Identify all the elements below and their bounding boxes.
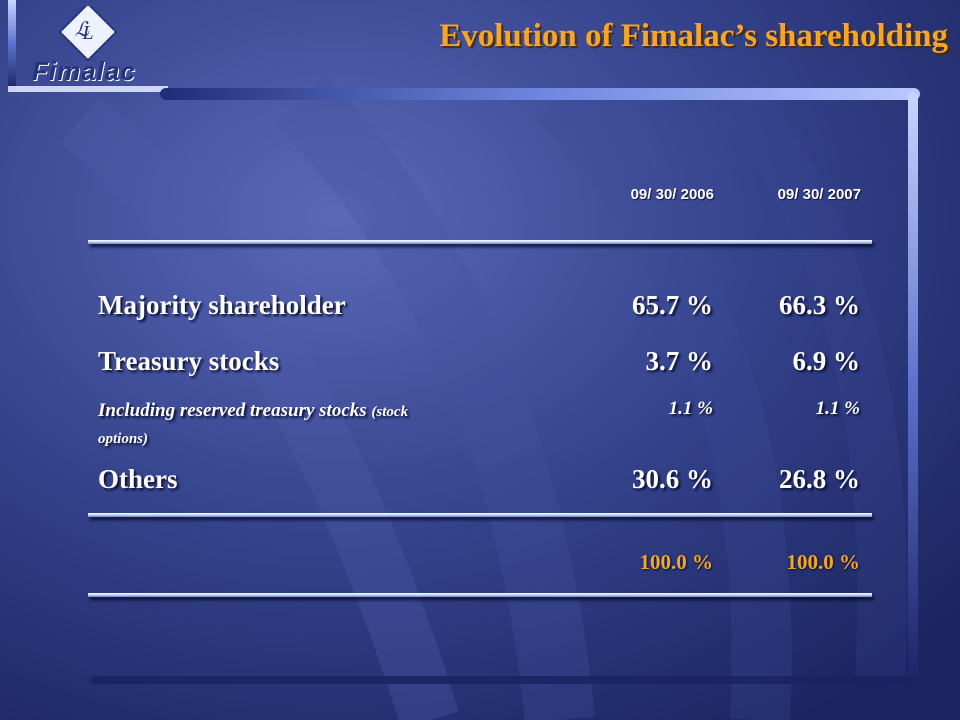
total-2007: 100.0 % [786,550,861,574]
value-others-2006: 30.6 % [632,464,713,494]
value-majority-2007: 66.3 % [779,290,860,320]
logo-wordmark: Fimalac [32,56,136,86]
logo-emblem-icon: L ℒ [58,6,118,62]
column-header-2007: 09/ 30/ 2007 [777,186,861,203]
value-treasury-2006: 3.7 % [645,346,714,376]
value-reserved-2006: 1.1 % [668,398,713,419]
page-title: Evolution of Fimalac’s shareholding [439,18,948,54]
reserved-treasury-note-cont: options) [98,431,149,447]
value-others-2007: 26.8 % [779,464,860,494]
row-label-others: Others [98,464,178,494]
top-rule [88,240,872,244]
svg-text:ℒ: ℒ [75,19,90,41]
bottom-rule [88,593,872,597]
middle-rule [88,513,872,517]
value-treasury-2007: 6.9 % [792,346,861,376]
value-majority-2006: 65.7 % [632,290,713,320]
row-label-majority-shareholder: Majority shareholder [98,290,346,320]
value-reserved-2007: 1.1 % [815,398,860,419]
total-2006: 100.0 % [639,550,714,574]
reserved-treasury-label: Including reserved treasury stocks [98,400,367,421]
reserved-treasury-note: (stock [371,404,409,420]
row-label-treasury-stocks: Treasury stocks [98,346,280,376]
svg-text:L: L [81,22,93,44]
logo: L ℒ Fimalac [8,0,158,88]
row-label-reserved-treasury: Including reserved treasury stocks (stoc… [98,398,558,452]
column-header-2006: 09/ 30/ 2006 [630,186,714,203]
